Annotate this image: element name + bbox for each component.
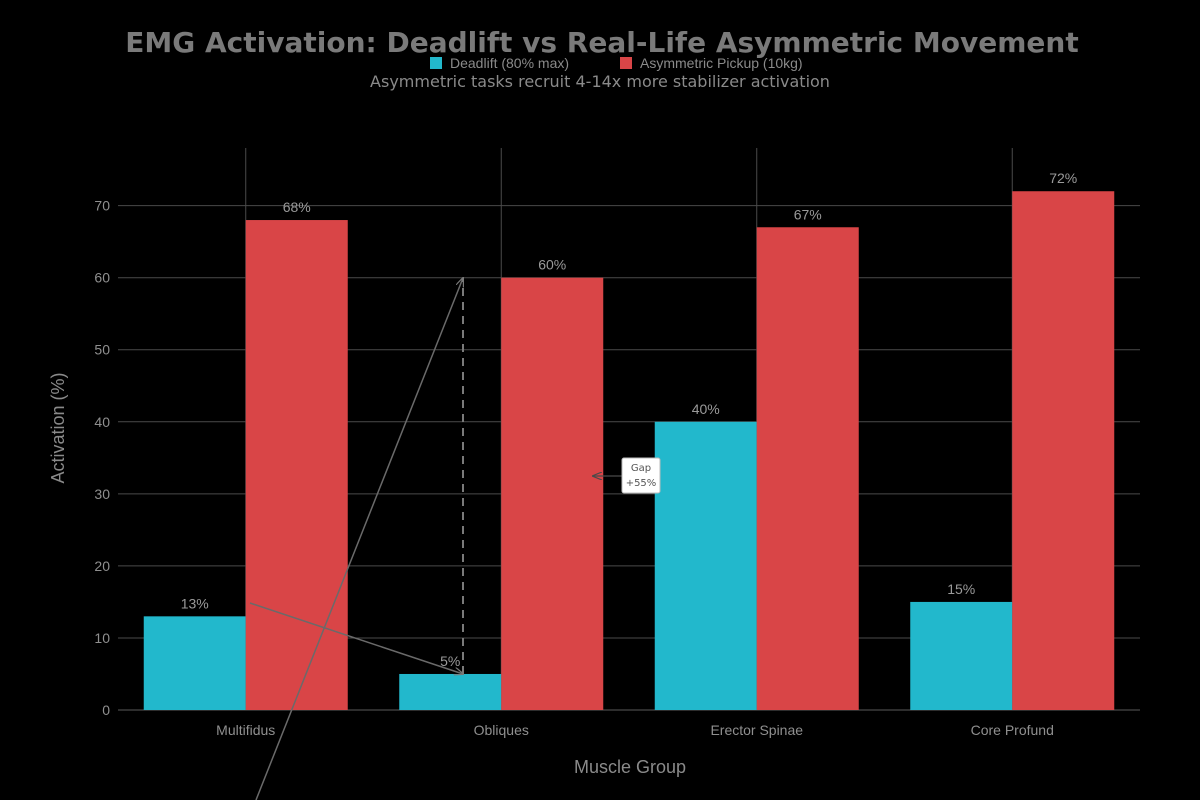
- x-tick-label: Obliques: [474, 722, 529, 738]
- y-axis-title: Activation (%): [48, 372, 68, 483]
- bar-value-label: 60%: [538, 257, 566, 273]
- y-tick-label: 0: [102, 702, 110, 718]
- legend-swatch-deadlift: [430, 57, 442, 69]
- data-labels: 13% 5% 40% 15% 68% 60% 67% 72%: [181, 170, 1078, 669]
- bars: [143, 191, 1115, 711]
- x-axis-title: Muscle Group: [574, 757, 686, 777]
- y-tick-label: 30: [94, 486, 110, 502]
- bar-value-label: 68%: [283, 199, 311, 215]
- legend-label-deadlift[interactable]: Deadlift (80% max): [450, 55, 569, 71]
- bar-value-label: 13%: [181, 595, 209, 611]
- annotation-arrow-diagonal: [249, 602, 463, 674]
- annotations: Gap +55%: [249, 278, 661, 800]
- y-tick-label: 20: [94, 558, 110, 574]
- bar-value-label: 5%: [440, 653, 460, 669]
- bar-value-label: 40%: [692, 401, 720, 417]
- chart-subtitle: Asymmetric tasks recruit 4-14x more stab…: [370, 72, 830, 91]
- gap-annotation-box: [621, 457, 661, 494]
- bar-value-label: 15%: [947, 581, 975, 597]
- bar-asymmetric[interactable]: [1012, 191, 1115, 710]
- bar-value-label: 67%: [794, 206, 822, 222]
- chart-title: EMG Activation: Deadlift vs Real-Life As…: [125, 26, 1078, 59]
- bar-deadlift[interactable]: [654, 421, 757, 710]
- legend-label-asymmetric[interactable]: Asymmetric Pickup (10kg): [640, 55, 803, 71]
- bar-deadlift[interactable]: [143, 616, 246, 710]
- bar-deadlift[interactable]: [910, 601, 1013, 710]
- gap-annotation-line1: Gap: [631, 463, 651, 474]
- bar-value-label: 72%: [1049, 170, 1077, 186]
- y-tick-label: 50: [94, 342, 110, 358]
- x-tick-label: Core Profund: [971, 722, 1054, 738]
- y-tick-label: 40: [94, 414, 110, 430]
- x-tick-label: Multifidus: [216, 722, 275, 738]
- gap-annotation-line2: +55%: [626, 478, 657, 489]
- bar-deadlift[interactable]: [399, 673, 502, 710]
- legend: Deadlift (80% max) Asymmetric Pickup (10…: [430, 55, 803, 71]
- bar-asymmetric[interactable]: [756, 227, 859, 710]
- y-tick-label: 60: [94, 270, 110, 286]
- legend-swatch-asymmetric: [620, 57, 632, 69]
- bar-asymmetric[interactable]: [501, 277, 604, 710]
- x-tick-label: Erector Spinae: [710, 722, 803, 738]
- annotation-arrow-long: [255, 278, 463, 800]
- y-tick-label: 70: [94, 198, 110, 214]
- axis-ticks: 0 10 20 30 40 50 60 70 Multifidus Obliques Erector…: [94, 198, 1053, 738]
- bar-asymmetric[interactable]: [245, 220, 348, 711]
- y-tick-label: 10: [94, 630, 110, 646]
